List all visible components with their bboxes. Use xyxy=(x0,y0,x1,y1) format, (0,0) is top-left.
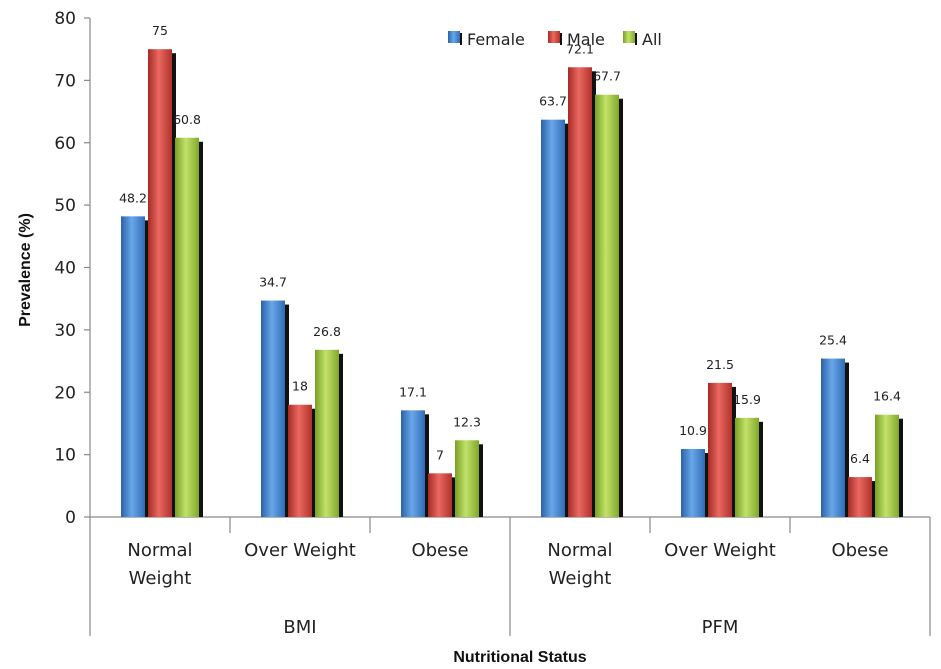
bar-shadow xyxy=(564,123,569,517)
y-tick-label: 30 xyxy=(54,321,76,341)
x-axis-title: Nutritional Status xyxy=(453,649,586,666)
chart-labels: 48.2 34.7 17.1 63.7 10.9 25.4 75 18 7 72.1 21.5 6.4… xyxy=(119,23,901,466)
legend-label: Female xyxy=(467,30,525,49)
data-label: 63.7 xyxy=(539,94,567,109)
chart-axes: 0 10 20 30 40 50 60 70 80 Normal Weight Over Weight… xyxy=(54,9,931,638)
x-category-label: Weight xyxy=(129,568,192,589)
bar-shadow xyxy=(311,408,316,517)
legend-label: All xyxy=(642,30,662,49)
chart-legend: Female Male All xyxy=(448,30,662,49)
bar-male xyxy=(288,404,312,517)
data-label: 72.1 xyxy=(566,41,594,56)
y-tick-label: 70 xyxy=(54,71,76,91)
data-label: 75 xyxy=(152,23,168,38)
data-label: 26.8 xyxy=(313,324,341,339)
x-group-label: BMI xyxy=(283,617,316,638)
bar-female xyxy=(821,358,845,517)
legend-swatch xyxy=(548,31,560,43)
data-label: 7 xyxy=(436,447,444,462)
bar-shadow xyxy=(871,481,876,517)
bar-all xyxy=(315,349,339,517)
legend-label: Male xyxy=(567,30,605,49)
data-label: 21.5 xyxy=(706,357,734,372)
bar-shadow xyxy=(898,418,903,517)
y-tick-label: 40 xyxy=(54,259,76,279)
bar-male xyxy=(848,477,872,517)
bar-shadow xyxy=(198,141,203,517)
bar-shadow xyxy=(591,71,596,518)
y-tick-label: 0 xyxy=(65,508,76,528)
y-tick-label: 60 xyxy=(54,134,76,154)
bar-all xyxy=(175,137,199,517)
y-tick-label: 20 xyxy=(54,383,76,403)
x-category-label: Normal xyxy=(547,540,612,561)
legend-swatch xyxy=(448,31,460,43)
legend-swatch xyxy=(623,31,635,43)
chart-bars xyxy=(121,49,903,518)
bar-all xyxy=(735,417,759,517)
bar-all xyxy=(875,414,899,517)
y-tick-label: 50 xyxy=(54,196,76,216)
x-category-label: Normal xyxy=(127,540,192,561)
legend-swatch-shadow xyxy=(560,33,562,45)
x-group-label: PFM xyxy=(702,617,739,638)
data-label: 34.7 xyxy=(259,275,287,290)
x-category-label: Obese xyxy=(831,540,888,561)
bar-shadow xyxy=(171,53,176,517)
bar-shadow xyxy=(284,304,289,517)
bar-male xyxy=(428,473,452,517)
bar-female xyxy=(541,119,565,517)
bar-male xyxy=(148,49,172,517)
bar-shadow xyxy=(478,444,483,517)
x-category-label: Over Weight xyxy=(664,540,776,561)
x-category-label: Obese xyxy=(411,540,468,561)
data-label: 25.4 xyxy=(819,333,847,348)
data-label: 60.8 xyxy=(173,112,201,127)
bar-shadow xyxy=(704,453,709,517)
x-category-label: Over Weight xyxy=(244,540,356,561)
data-label: 67.7 xyxy=(593,69,621,84)
bar-male xyxy=(568,67,592,518)
bar-shadow xyxy=(451,477,456,517)
data-label: 18 xyxy=(292,379,308,394)
data-label: 16.4 xyxy=(873,389,901,404)
bar-all xyxy=(595,94,619,517)
bar-shadow xyxy=(424,414,429,517)
x-category-label: Weight xyxy=(549,568,612,589)
bar-female xyxy=(401,410,425,517)
data-label: 15.9 xyxy=(733,392,761,407)
bar-shadow xyxy=(844,362,849,517)
bar-shadow xyxy=(338,353,343,517)
data-label: 10.9 xyxy=(679,423,707,438)
bar-shadow xyxy=(618,98,623,517)
data-label: 17.1 xyxy=(399,384,427,399)
y-axis-title: Prevalence (%) xyxy=(17,213,34,327)
bar-male xyxy=(708,382,732,517)
bar-shadow xyxy=(758,421,763,517)
legend-swatch-shadow xyxy=(460,33,462,45)
data-label: 48.2 xyxy=(119,190,147,205)
y-tick-label: 10 xyxy=(54,446,76,466)
bar-all xyxy=(455,440,479,517)
bar-female xyxy=(681,449,705,517)
data-label: 12.3 xyxy=(453,414,481,429)
bar-female xyxy=(261,300,285,517)
data-label: 6.4 xyxy=(850,451,870,466)
bar-female xyxy=(121,216,145,518)
bar-shadow xyxy=(144,220,149,518)
y-tick-label: 80 xyxy=(54,9,76,29)
bar-shadow xyxy=(731,386,736,517)
legend-swatch-shadow xyxy=(635,33,637,45)
